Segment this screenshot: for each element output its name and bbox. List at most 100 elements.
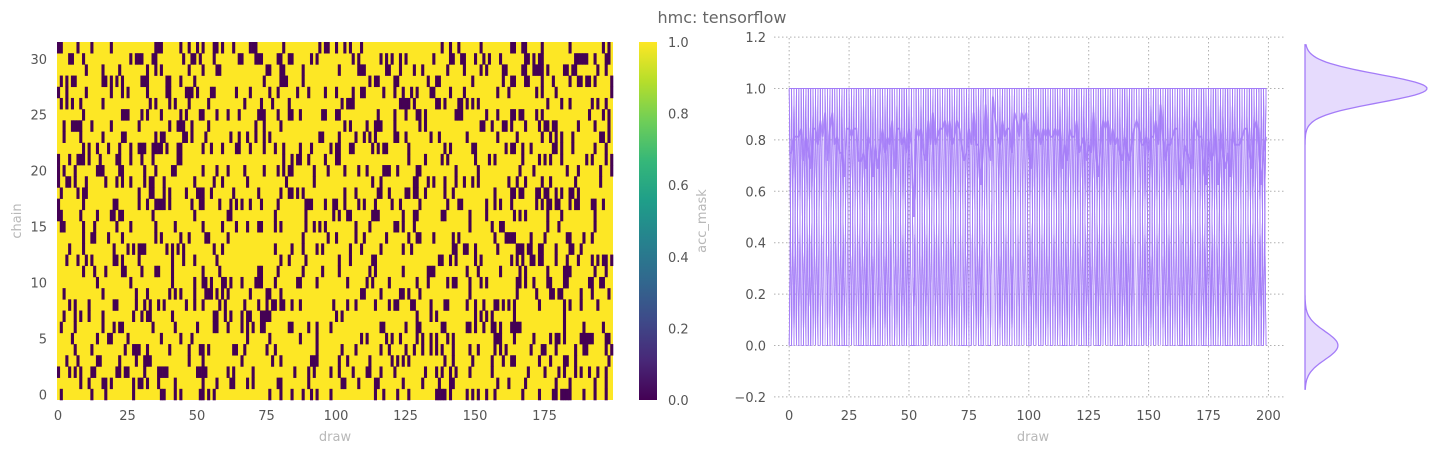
heatmap-cell <box>209 276 213 289</box>
heatmap-cell <box>148 176 152 188</box>
heatmap-cell <box>337 265 341 278</box>
heatmap-cell <box>254 53 258 65</box>
heatmap-cell <box>410 299 414 311</box>
heatmap-cell <box>387 344 391 356</box>
heatmap-cell <box>474 254 478 267</box>
heatmap-cell <box>137 344 141 356</box>
heatmap-cell <box>429 310 433 322</box>
heatmap-cell <box>276 377 280 390</box>
heatmap-cell <box>309 198 314 211</box>
heatmap-cell <box>65 86 69 99</box>
heatmap-cell <box>515 276 519 289</box>
heatmap-cell <box>290 165 294 177</box>
heatmap-cell <box>524 64 528 76</box>
heatmap-cell <box>282 299 286 311</box>
heatmap-cell <box>118 355 122 367</box>
heatmap-cell <box>257 276 261 289</box>
chain-trace-line <box>789 88 1267 346</box>
heatmap-cell <box>168 120 172 132</box>
heatmap-cell <box>251 321 255 334</box>
heatmap-cell <box>607 109 611 121</box>
heatmap-cell <box>549 276 553 289</box>
heatmap-cell <box>440 388 444 401</box>
heatmap-cell <box>365 165 369 177</box>
trace-plot <box>788 88 1267 346</box>
heatmap-cell <box>376 120 380 132</box>
heatmap-cell <box>393 299 397 311</box>
heatmap-cell <box>140 75 144 88</box>
heatmap-cell <box>215 288 219 300</box>
heatmap-cell <box>510 42 514 54</box>
heatmap-cell <box>170 243 175 255</box>
heatmap-cell <box>565 64 569 76</box>
heatmap-cell <box>435 97 439 110</box>
heatmap-cell <box>115 299 119 311</box>
heatmap-cell <box>340 310 344 322</box>
heatmap-cell <box>254 276 258 289</box>
heatmap-cell <box>415 109 419 121</box>
heatmap-cell <box>526 366 530 378</box>
heatmap-cell <box>107 142 111 155</box>
heatmap-cell <box>301 243 305 255</box>
heatmap-cell <box>207 288 211 300</box>
heatmap-cell <box>357 377 361 390</box>
heatmap-cell <box>123 131 127 143</box>
heatmap-cell <box>282 75 286 88</box>
heatmap-cell <box>137 198 141 211</box>
heatmap-cell <box>98 165 102 177</box>
heatmap-cell <box>407 187 411 199</box>
heatmap-cell <box>265 344 269 356</box>
colorbar-tick-label: 1.0 <box>668 36 689 51</box>
heatmap-cell <box>393 366 397 378</box>
heatmap-cell <box>379 53 383 65</box>
heatmap-cell <box>551 388 555 401</box>
heatmap-cell <box>323 109 327 121</box>
heatmap-cell <box>179 153 183 166</box>
heatmap-cell <box>401 221 405 233</box>
heatmap-cell <box>112 321 116 334</box>
heatmap-cell <box>496 332 500 345</box>
heatmap-cell <box>162 176 166 188</box>
heatmap-x-tick-label: 125 <box>393 409 418 424</box>
heatmap-cell <box>115 75 119 88</box>
heatmap-cell <box>62 131 66 143</box>
heatmap-cell <box>257 109 261 121</box>
heatmap-cell <box>348 142 352 155</box>
heatmap-cell <box>368 366 372 378</box>
heatmap-cell <box>109 42 113 54</box>
heatmap-cell <box>546 198 550 211</box>
heatmap-cell <box>148 187 152 199</box>
heatmap-cell <box>262 109 266 121</box>
heatmap-cell <box>604 97 608 110</box>
heatmap-cell <box>209 187 213 199</box>
heatmap-cell <box>479 120 483 132</box>
heatmap-cell <box>307 377 311 390</box>
heatmap-cell <box>557 221 561 233</box>
heatmap-cell <box>507 299 511 311</box>
heatmap-cell <box>557 198 561 211</box>
heatmap-cell <box>207 232 211 244</box>
heatmap-cell <box>118 321 122 334</box>
heatmap-cell <box>404 97 408 110</box>
heatmap-cell <box>512 75 516 88</box>
heatmap-cell <box>401 288 405 300</box>
heatmap-cell <box>240 53 244 65</box>
heatmap-cell <box>218 299 222 311</box>
heatmap-cell <box>73 120 77 132</box>
heatmap-cell <box>57 86 61 99</box>
heatmap-cell <box>599 131 603 143</box>
heatmap-cell <box>335 198 339 211</box>
heatmap-cell <box>504 344 508 356</box>
heatmap-cell <box>601 276 605 289</box>
heatmap-cell <box>490 355 494 367</box>
heatmap-cell <box>448 142 453 155</box>
heatmap-cell <box>268 86 272 99</box>
heatmap-cell <box>234 221 238 233</box>
heatmap-cell <box>201 198 205 211</box>
heatmap-cell <box>437 97 441 110</box>
heatmap-cell <box>362 232 366 244</box>
heatmap-cell <box>421 64 425 76</box>
heatmap-cell <box>371 276 375 289</box>
heatmap-cell <box>554 377 558 390</box>
heatmap-cell <box>446 64 450 76</box>
